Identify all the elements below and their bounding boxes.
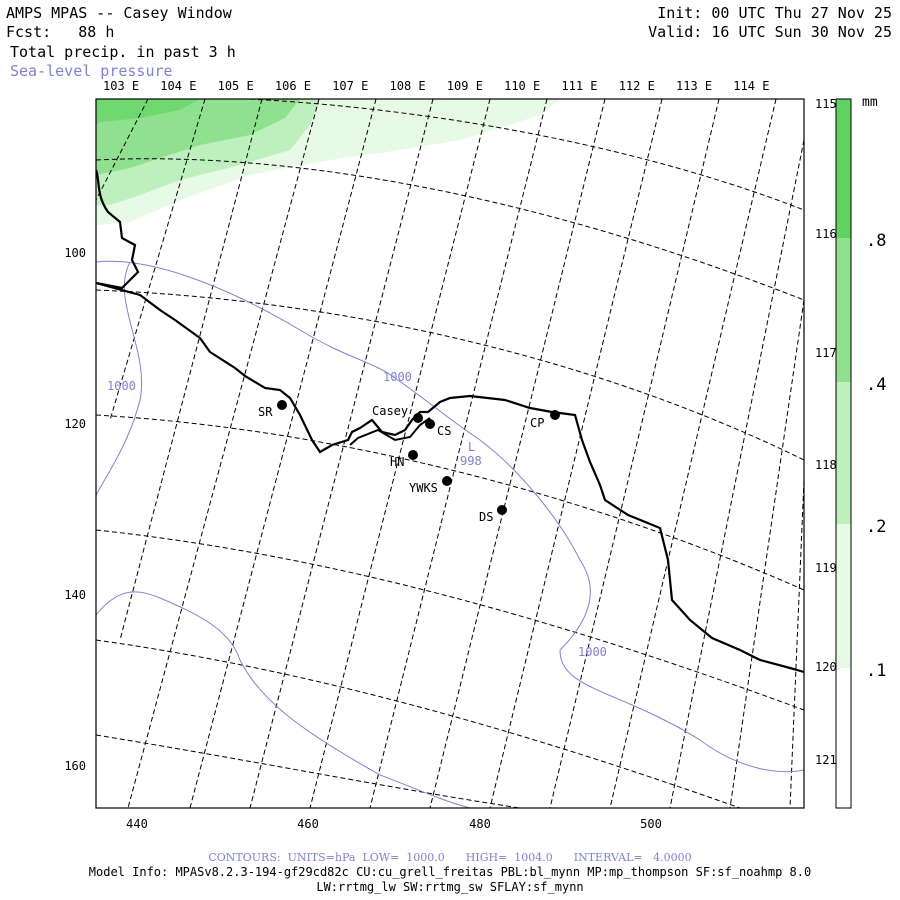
- left-axis-label: 120: [64, 417, 86, 431]
- parallel-line: [96, 734, 521, 808]
- station-label-hn: HN: [390, 455, 404, 469]
- field-description: Total precip. in past 3 h: [10, 43, 236, 61]
- colorbar-band: [836, 238, 851, 382]
- top-longitude-label: 111 E: [561, 79, 597, 93]
- station-label-cs: CS: [437, 424, 451, 438]
- precip-max-area: [96, 99, 200, 125]
- init-time: Init: 00 UTC Thu 27 Nov 25: [657, 4, 892, 22]
- top-longitude-label: 112 E: [619, 79, 655, 93]
- left-axis-label: 100: [64, 246, 86, 260]
- top-longitude-label: 107 E: [332, 79, 368, 93]
- meridian-line: [96, 99, 149, 201]
- latlon-grid: [96, 99, 804, 808]
- parallel-line: [249, 99, 804, 211]
- meridian-line: [249, 99, 434, 808]
- colorbar-band: [836, 668, 851, 808]
- colorbar-tick: .4: [866, 375, 886, 395]
- coastline-inlet: [349, 417, 431, 446]
- map-frame: [95, 98, 805, 809]
- colorbar: mm .8 .4 .2 .1: [835, 95, 886, 809]
- meridian-line: [119, 99, 263, 641]
- station-dot-cp: [550, 410, 560, 420]
- bottom-axis-label: 500: [640, 817, 662, 831]
- map-area: [96, 99, 804, 808]
- left-axis-label: 160: [64, 759, 86, 773]
- left-axis-label: 140: [64, 588, 86, 602]
- valid-time: Valid: 16 UTC Sun 30 Nov 25: [648, 23, 892, 41]
- top-longitude-label: 103 E: [103, 79, 139, 93]
- top-longitude-labels: 103 E 104 E 105 E 106 E 107 E 108 E 109 E 110 E…: [103, 79, 769, 93]
- low-pressure-value: 998: [460, 454, 482, 468]
- station-label-sr: SR: [258, 405, 273, 419]
- meridian-line: [189, 99, 377, 808]
- precip-light-area-east: [430, 99, 540, 132]
- bottom-axis-label: 440: [126, 817, 148, 831]
- meridian-line: [127, 99, 320, 808]
- pressure-contour-1000: [96, 260, 804, 773]
- top-longitude-label: 105 E: [218, 79, 254, 93]
- model-info: Model Info: MPASv8.2.3-194-gf29cd82c CU:…: [88, 865, 812, 879]
- contour-info: CONTOURS: UNITS=hPa LOW= 1000.0 HIGH= 10…: [208, 851, 692, 864]
- colorbar-band: [836, 382, 851, 524]
- top-longitude-label: 114 E: [733, 79, 769, 93]
- station-label-ywks: YWKS: [409, 481, 438, 495]
- meridian-line: [729, 299, 804, 808]
- bottom-axis-label: 480: [469, 817, 491, 831]
- physics-info: LW:rrtmg_lw SW:rrtmg_sw SFLAY:sf_mynn: [316, 880, 584, 894]
- top-longitude-label: 108 E: [390, 79, 426, 93]
- left-axis-labels: 100 120 140 160: [64, 246, 86, 773]
- contour-label: 1000: [107, 379, 136, 393]
- pressure-contour-1000-south: [96, 591, 471, 808]
- bottom-axis-labels: 440 460 480 500: [126, 817, 662, 831]
- pressure-contours: [96, 260, 804, 808]
- station-dot-casey: [413, 413, 423, 423]
- station-dot-hn: [408, 450, 418, 460]
- meridian-line: [609, 99, 777, 808]
- station-dot-ds: [497, 505, 507, 515]
- meridian-line: [549, 99, 720, 808]
- colorbar-band: [836, 99, 851, 238]
- station-label-ds: DS: [479, 510, 493, 524]
- precip-heavy-area: [96, 99, 300, 175]
- top-longitude-label: 109 E: [447, 79, 483, 93]
- station-markers: SR Casey CS HN YWKS CP DS: [258, 400, 560, 524]
- meridian-line: [369, 99, 548, 808]
- meridian-line: [669, 139, 804, 808]
- overlay-description: Sea-level pressure: [10, 62, 173, 80]
- forecast-hour: Fcst: 88 h: [6, 23, 115, 41]
- map-title: AMPS MPAS -- Casey Window: [6, 4, 232, 22]
- colorbar-outline: [835, 98, 852, 809]
- station-dot-cs: [425, 419, 435, 429]
- parallel-line: [96, 639, 741, 808]
- colorbar-unit: mm: [862, 95, 878, 110]
- parallel-line: [96, 158, 804, 301]
- station-label-cp: CP: [530, 416, 544, 430]
- meridian-line: [309, 99, 491, 808]
- colorbar-tick: .2: [866, 517, 886, 537]
- contour-label: 1000: [578, 645, 607, 659]
- contour-label: 1000: [383, 370, 412, 384]
- colorbar-band: [836, 524, 851, 668]
- colorbar-tick: .8: [866, 231, 886, 251]
- top-longitude-label: 104 E: [160, 79, 196, 93]
- top-longitude-label: 110 E: [504, 79, 540, 93]
- bottom-axis-label: 460: [297, 817, 319, 831]
- top-longitude-label: 113 E: [676, 79, 712, 93]
- colorbar-tick: .1: [866, 661, 886, 681]
- top-longitude-label: 106 E: [275, 79, 311, 93]
- station-dot-sr: [277, 400, 287, 410]
- meridian-line: [789, 479, 804, 808]
- low-pressure-symbol: L: [468, 440, 475, 454]
- meridian-line: [489, 99, 663, 808]
- station-dot-ywks: [442, 476, 452, 486]
- pressure-contour-1000-west: [96, 261, 142, 496]
- parallel-line: [96, 529, 804, 711]
- parallel-line: [96, 414, 804, 591]
- parallel-line: [96, 289, 804, 461]
- meridian-line: [429, 99, 606, 808]
- station-label-casey: Casey: [372, 404, 408, 418]
